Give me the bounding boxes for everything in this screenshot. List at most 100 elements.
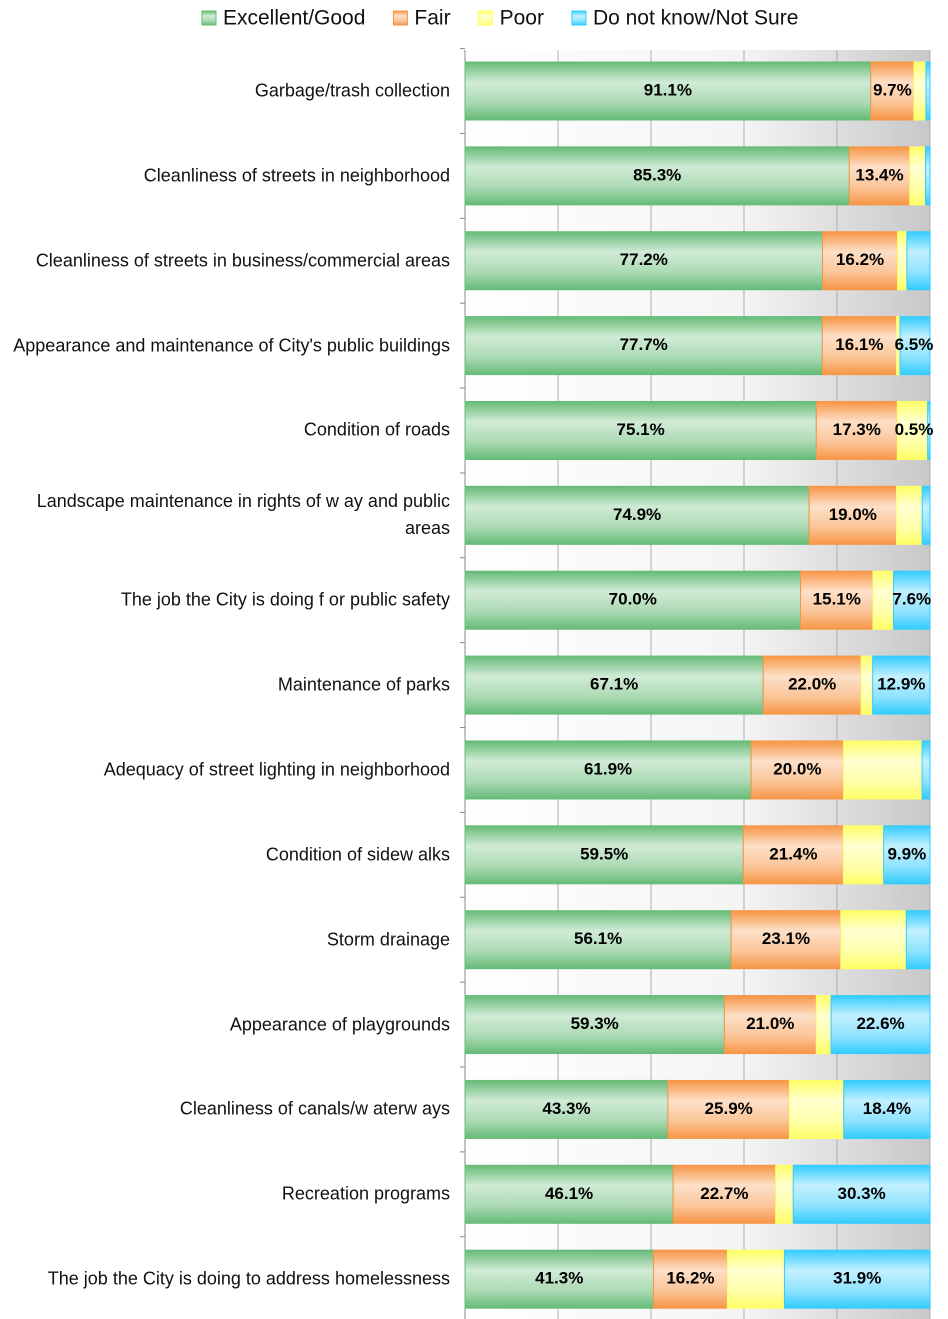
bar-segment xyxy=(842,825,885,885)
bar-segment xyxy=(822,231,899,291)
category-label: Cleanliness of streets in business/comme… xyxy=(35,250,450,271)
bar-segment xyxy=(464,146,850,206)
value-label: 12.9% xyxy=(877,675,925,694)
category-label: Cleanliness of canals/w aterw ays xyxy=(179,1098,450,1119)
bar-segment xyxy=(464,316,823,376)
value-label: 16.2% xyxy=(836,250,884,269)
bar-segment xyxy=(800,570,874,630)
legend-label: Poor xyxy=(500,7,544,30)
value-label: 91.1% xyxy=(644,80,692,99)
value-label: 41.3% xyxy=(535,1269,583,1288)
legend-swatch xyxy=(478,10,494,26)
value-label: 22.0% xyxy=(788,675,836,694)
bar-segment xyxy=(464,400,817,460)
bar-segment xyxy=(913,61,927,121)
bar-segment xyxy=(464,570,802,630)
category-label: Garbage/trash collection xyxy=(254,80,450,101)
bar-segment xyxy=(464,485,810,545)
value-label: 9.9% xyxy=(887,844,926,863)
bar-segment xyxy=(848,146,911,206)
value-label: 56.1% xyxy=(574,929,622,948)
value-label: 67.1% xyxy=(590,675,638,694)
category-label: Landscape maintenance in rights of w ay … xyxy=(36,491,450,539)
category-label: The job the City is doing to address hom… xyxy=(47,1268,450,1289)
bar-segment xyxy=(808,485,897,545)
value-label: 70.0% xyxy=(609,590,657,609)
bar-segment xyxy=(464,655,764,715)
bar-segment xyxy=(927,400,931,460)
legend-swatch xyxy=(201,10,217,26)
bar-segment xyxy=(893,570,931,630)
legend-swatch xyxy=(392,10,408,26)
bar-segment xyxy=(843,1079,931,1139)
bar-segment xyxy=(742,825,844,885)
value-label: 75.1% xyxy=(617,420,665,439)
value-label: 22.6% xyxy=(856,1014,904,1033)
bar-segment xyxy=(788,1079,845,1139)
category-label: Condition of roads xyxy=(303,419,450,440)
category-label: Appearance of playgrounds xyxy=(229,1014,450,1035)
value-label: 16.2% xyxy=(666,1269,714,1288)
value-label: 77.7% xyxy=(620,335,668,354)
value-label: 74.9% xyxy=(613,505,661,524)
value-label: 9.7% xyxy=(873,80,912,99)
bar-segment xyxy=(909,146,926,206)
bar-segment xyxy=(815,400,898,460)
bar-segment xyxy=(464,1164,674,1224)
value-label: 77.2% xyxy=(620,250,668,269)
bar-segment xyxy=(883,825,931,885)
bar-segment xyxy=(464,231,824,291)
category-label: Recreation programs xyxy=(281,1183,450,1204)
bar-segment xyxy=(464,1079,669,1139)
bar-segment xyxy=(464,825,744,885)
value-label: 16.1% xyxy=(835,335,883,354)
bar-segment xyxy=(872,570,895,630)
value-label: 7.6% xyxy=(892,590,931,609)
bar-segment xyxy=(762,655,862,715)
bar-segment xyxy=(815,995,832,1055)
category-label: Appearance and maintenance of City's pub… xyxy=(13,335,450,356)
category-label: Storm drainage xyxy=(326,929,450,950)
value-label: 13.4% xyxy=(855,165,903,184)
bar-segment xyxy=(730,910,842,970)
bar-segment xyxy=(906,231,931,291)
value-label: 0.5% xyxy=(895,420,934,439)
bar-segment xyxy=(860,655,874,715)
legend-label: Excellent/Good xyxy=(223,7,365,30)
bar-segment xyxy=(924,146,931,206)
value-label: 25.9% xyxy=(705,1099,753,1118)
bar-segment xyxy=(905,910,931,970)
value-label: 23.1% xyxy=(762,929,810,948)
value-label: 20.0% xyxy=(773,759,821,778)
bar-segment xyxy=(843,740,923,800)
value-label: 59.5% xyxy=(580,844,628,863)
bar-segment xyxy=(726,1249,785,1309)
value-label: 21.4% xyxy=(769,844,817,863)
bar-segment xyxy=(899,316,931,376)
value-label: 30.3% xyxy=(838,1184,886,1203)
value-label: 59.3% xyxy=(571,1014,619,1033)
bar-segment xyxy=(464,61,872,121)
bar-segment xyxy=(783,1249,931,1309)
legend-swatch xyxy=(571,10,587,26)
value-label: 46.1% xyxy=(545,1184,593,1203)
value-label: 6.5% xyxy=(895,335,934,354)
value-label: 31.9% xyxy=(833,1269,881,1288)
value-label: 18.4% xyxy=(863,1099,911,1118)
category-label: Adequacy of street lighting in neighborh… xyxy=(103,759,450,780)
legend-label: Fair xyxy=(414,7,450,30)
value-label: 15.1% xyxy=(813,590,861,609)
bar-segment xyxy=(750,740,845,800)
value-label: 43.3% xyxy=(542,1099,590,1118)
bar-segment xyxy=(464,740,752,800)
value-label: 17.3% xyxy=(833,420,881,439)
bar-segment xyxy=(925,61,931,121)
bar-segment xyxy=(464,1249,654,1309)
value-label: 22.7% xyxy=(700,1184,748,1203)
bar-segment xyxy=(672,1164,777,1224)
value-label: 21.0% xyxy=(746,1014,794,1033)
bar-segment xyxy=(896,400,929,460)
bar-segment xyxy=(667,1079,790,1139)
value-label: 19.0% xyxy=(829,505,877,524)
